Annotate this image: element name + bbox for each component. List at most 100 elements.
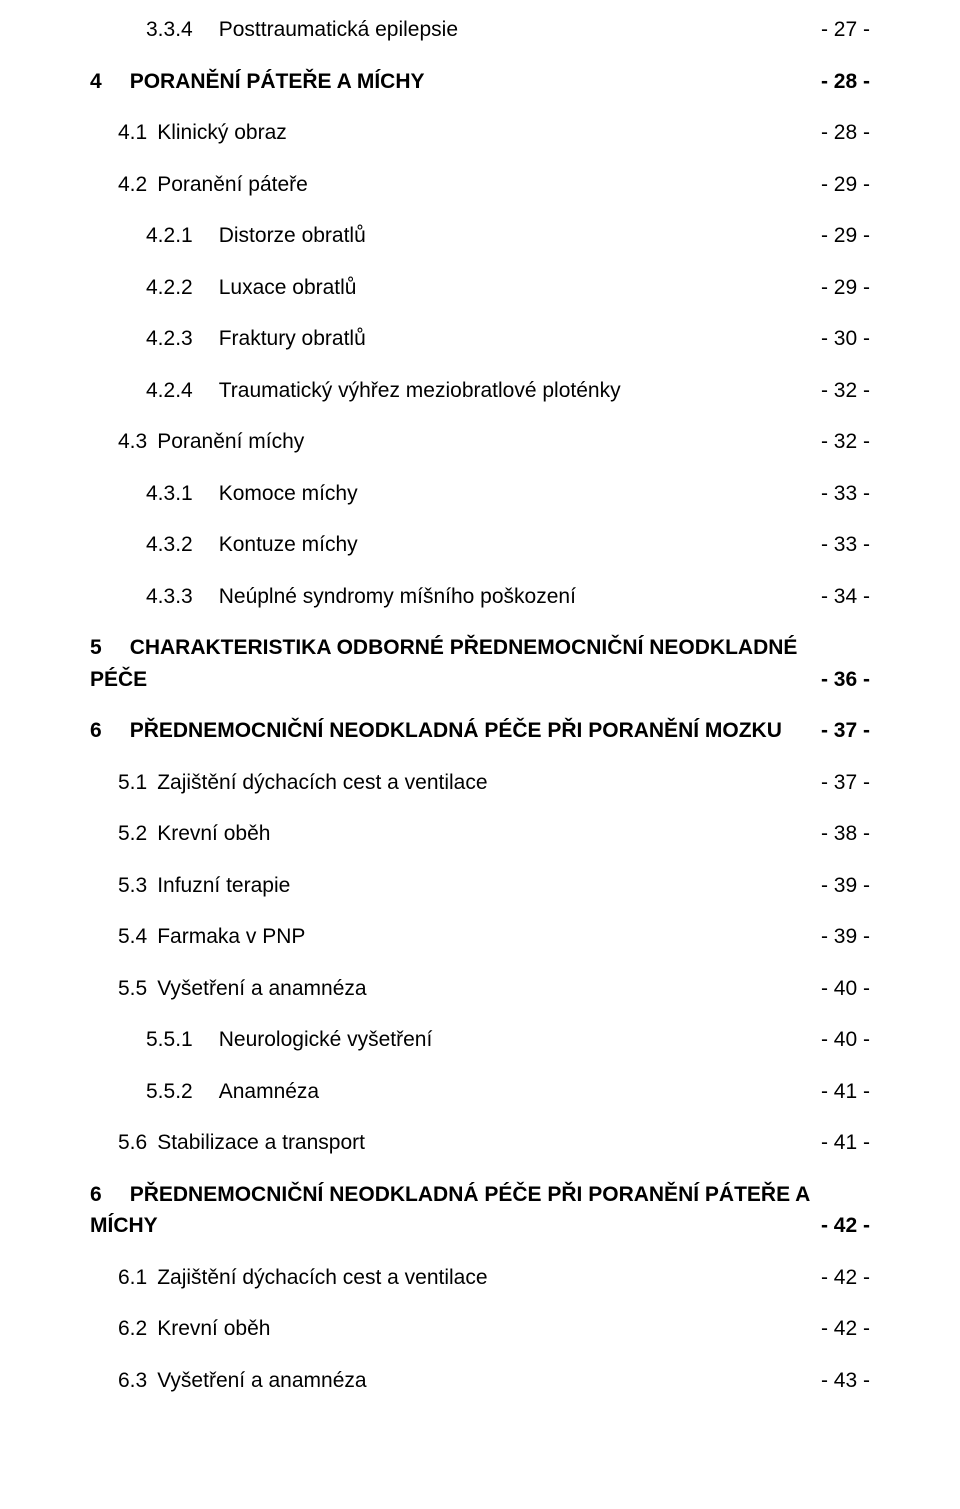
toc-entry: 4.3.3 Neúplné syndromy míšního poškození -… [90,581,870,613]
toc-page: - 29 - [821,272,870,304]
toc-number: 4.3 [118,426,147,458]
toc-title: Luxace obratlů [219,272,357,304]
toc-number: 5.4 [118,921,147,953]
toc-entry: 5.2 Krevní oběh - 38 - [90,818,870,850]
toc-number: 4.2.3 [146,323,193,355]
toc-title: CHARAKTERISTIKA ODBORNÉ PŘEDNEMOCNIČNÍ N… [130,632,798,664]
toc-entry: 4 PORANĚNÍ PÁTEŘE A MÍCHY - 28 - [90,66,870,98]
toc-number: 4 [90,66,102,98]
toc-page: - 37 - [821,715,870,747]
toc-entry: 5.5 Vyšetření a anamnéza - 40 - [90,973,870,1005]
toc-entry: 6.3 Vyšetření a anamnéza - 43 - [90,1365,870,1397]
toc-page: - 41 - [821,1127,870,1159]
toc-title-wrap: MÍCHY [90,1210,158,1242]
toc-number: 5.5.1 [146,1024,193,1056]
toc-page: - 33 - [821,529,870,561]
toc-entry: 3.3.4 Posttraumatická epilepsie - 27 - [90,14,870,46]
toc-entry: 4.2.1 Distorze obratlů - 29 - [90,220,870,252]
toc-title: Neúplné syndromy míšního poškození [219,581,576,613]
toc-page: - 36 - [821,664,870,696]
toc-number: 5.1 [118,767,147,799]
toc-page: - 40 - [821,1024,870,1056]
toc-number: 4.1 [118,117,147,149]
toc-page: - 32 - [821,375,870,407]
toc-entry: 5 CHARAKTERISTIKA ODBORNÉ PŘEDNEMOCNIČNÍ … [90,632,870,664]
toc-entry: 6 PŘEDNEMOCNIČNÍ NEODKLADNÁ PÉČE PŘI PORA… [90,715,870,747]
toc-title: Traumatický výhřez meziobratlové ploténk… [219,375,621,407]
toc-page: - 28 - [821,66,870,98]
toc-title: Posttraumatická epilepsie [219,14,458,46]
toc-entry: 5.5.2Anamnéza- 41 - [90,1076,870,1108]
toc-page: - 28 - [821,117,870,149]
toc-number: 4.2.2 [146,272,193,304]
toc-entry: 5.4Farmaka v PNP- 39 - [90,921,870,953]
toc-title: Krevní oběh [157,1313,270,1345]
toc-title: Klinický obraz [157,117,287,149]
toc-entry: 4.3.2 Kontuze míchy - 33 - [90,529,870,561]
toc-title: PŘEDNEMOCNIČNÍ NEODKLADNÁ PÉČE PŘI PORAN… [130,1179,811,1211]
toc-number: 4.3.1 [146,478,193,510]
toc-title: Zajištění dýchacích cest a ventilace [157,767,487,799]
toc-title: Neurologické vyšetření [219,1024,433,1056]
toc-page: - 40 - [821,973,870,1005]
toc-entry: 4.2Poranění páteře- 29 - [90,169,870,201]
toc-title: Distorze obratlů [219,220,366,252]
toc-entry: 5.1 Zajištění dýchacích cest a ventilace -… [90,767,870,799]
toc-page: - 43 - [821,1365,870,1397]
toc-title-wrap: PÉČE [90,664,147,696]
toc-title: Komoce míchy [219,478,358,510]
toc-page: - 29 - [821,220,870,252]
toc-page: - 41 - [821,1076,870,1108]
toc-number: 4.3.2 [146,529,193,561]
toc-entry: 6 PŘEDNEMOCNIČNÍ NEODKLADNÁ PÉČE PŘI PORA… [90,1179,870,1211]
toc-title: Kontuze míchy [219,529,358,561]
toc-title: Zajištění dýchacích cest a ventilace [157,1262,487,1294]
toc-entry-wrap: MÍCHY- 42 - [90,1210,870,1242]
toc-title: Vyšetření a anamnéza [157,1365,366,1397]
toc-page: - 27 - [821,14,870,46]
toc-title: PŘEDNEMOCNIČNÍ NEODKLADNÁ PÉČE PŘI PORAN… [130,715,782,747]
toc-number: 4.2.4 [146,375,193,407]
toc-number: 6 [90,1179,102,1211]
toc-page: - 39 - [821,870,870,902]
toc-title: Poranění míchy [157,426,304,458]
toc-page: - 34 - [821,581,870,613]
toc-entry: 4.2.3 Fraktury obratlů - 30 - [90,323,870,355]
toc-page: - 33 - [821,478,870,510]
toc-number: 5.2 [118,818,147,850]
toc-entry: 4.1 Klinický obraz - 28 - [90,117,870,149]
toc-number: 6.2 [118,1313,147,1345]
toc-title: PORANĚNÍ PÁTEŘE A MÍCHY [130,66,425,98]
toc-number: 6.1 [118,1262,147,1294]
toc-title: Farmaka v PNP [157,921,305,953]
toc-entry: 4.2.2 Luxace obratlů - 29 - [90,272,870,304]
toc-page: - 42 - [821,1262,870,1294]
toc-number: 4.2.1 [146,220,193,252]
toc-number: 6 [90,715,102,747]
toc-entry: 6.1 Zajištění dýchacích cest a ventilace -… [90,1262,870,1294]
toc-number: 5.5.2 [146,1076,193,1108]
toc-entry: 6.2 Krevní oběh - 42 - [90,1313,870,1345]
toc-entry: 5.5.1 Neurologické vyšetření - 40 - [90,1024,870,1056]
toc-entry: 4.2.4 Traumatický výhřez meziobratlové pl… [90,375,870,407]
toc-page: - 42 - [821,1313,870,1345]
toc-page: - 38 - [821,818,870,850]
toc-number: 3.3.4 [146,14,193,46]
toc-title: Vyšetření a anamnéza [157,973,366,1005]
toc-entry: 5.6 Stabilizace a transport - 41 - [90,1127,870,1159]
toc-number: 5.5 [118,973,147,1005]
toc-title: Poranění páteře [157,169,308,201]
toc-title: Krevní oběh [157,818,270,850]
toc-page: - 32 - [821,426,870,458]
toc-page: - 37 - [821,767,870,799]
toc-number: 4.3.3 [146,581,193,613]
toc-title: Stabilizace a transport [157,1127,365,1159]
toc-number: 5.6 [118,1127,147,1159]
toc-number: 6.3 [118,1365,147,1397]
toc-number: 5 [90,632,102,664]
toc-entry: 4.3 Poranění míchy - 32 - [90,426,870,458]
toc-title: Fraktury obratlů [219,323,366,355]
toc-entry-wrap: PÉČE - 36 - [90,664,870,696]
toc-page: - 30 - [821,323,870,355]
toc-page: - 29 - [821,169,870,201]
